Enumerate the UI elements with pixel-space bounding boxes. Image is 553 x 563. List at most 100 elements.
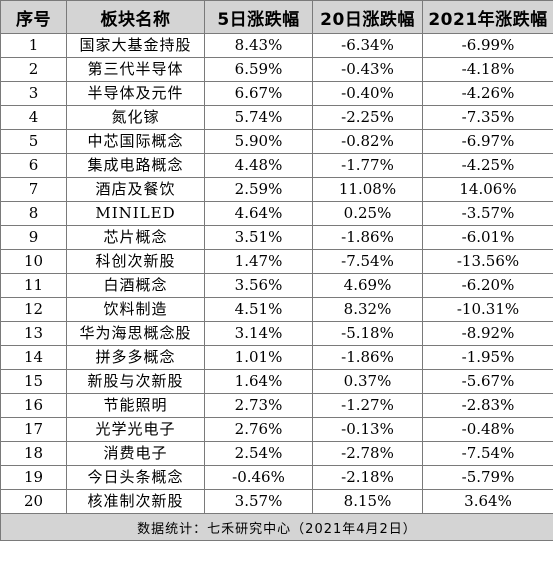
header-ytd-change: 2021年涨跌幅 [422, 0, 553, 34]
table-row: 6 集成电路概念 4.48% -1.77% -4.25% [0, 153, 553, 178]
cell-sector-name: MINILED [66, 201, 205, 226]
cell-ytd-change: -13.56% [422, 249, 553, 274]
table-row: 18 消费电子 2.54% -2.78% -7.54% [0, 441, 553, 466]
table-row: 11 白酒概念 3.56% 4.69% -6.20% [0, 273, 553, 298]
cell-5d-change: 4.64% [204, 201, 313, 226]
cell-ytd-change: -4.18% [422, 57, 553, 82]
table-row: 4 氮化镓 5.74% -2.25% -7.35% [0, 105, 553, 130]
cell-index: 11 [0, 273, 67, 298]
cell-ytd-change: -6.99% [422, 33, 553, 58]
table-row: 20 核准制次新股 3.57% 8.15% 3.64% [0, 489, 553, 514]
cell-5d-change: 2.54% [204, 441, 313, 466]
cell-sector-name: 第三代半导体 [66, 57, 205, 82]
cell-5d-change: 4.51% [204, 297, 313, 322]
cell-sector-name: 半导体及元件 [66, 81, 205, 106]
cell-index: 1 [0, 33, 67, 58]
cell-20d-change: -0.43% [312, 57, 423, 82]
cell-index: 6 [0, 153, 67, 178]
table-row: 12 饮料制造 4.51% 8.32% -10.31% [0, 297, 553, 322]
cell-20d-change: 8.32% [312, 297, 423, 322]
table-row: 9 芯片概念 3.51% -1.86% -6.01% [0, 225, 553, 250]
cell-20d-change: 8.15% [312, 489, 423, 514]
cell-index: 16 [0, 393, 67, 418]
cell-ytd-change: -0.48% [422, 417, 553, 442]
footer-row: 数据统计：七禾研究中心（2021年4月2日） [0, 513, 553, 541]
cell-sector-name: 饮料制造 [66, 297, 205, 322]
cell-5d-change: 2.59% [204, 177, 313, 202]
cell-20d-change: -6.34% [312, 33, 423, 58]
table-row: 7 酒店及餐饮 2.59% 11.08% 14.06% [0, 177, 553, 202]
cell-5d-change: 1.64% [204, 369, 313, 394]
table-row: 3 半导体及元件 6.67% -0.40% -4.26% [0, 81, 553, 106]
cell-index: 20 [0, 489, 67, 514]
cell-sector-name: 消费电子 [66, 441, 205, 466]
cell-20d-change: -1.77% [312, 153, 423, 178]
table-row: 2 第三代半导体 6.59% -0.43% -4.18% [0, 57, 553, 82]
cell-5d-change: -0.46% [204, 465, 313, 490]
cell-index: 7 [0, 177, 67, 202]
cell-20d-change: -0.13% [312, 417, 423, 442]
cell-index: 8 [0, 201, 67, 226]
cell-ytd-change: -5.79% [422, 465, 553, 490]
cell-sector-name: 氮化镓 [66, 105, 205, 130]
cell-ytd-change: -6.01% [422, 225, 553, 250]
cell-ytd-change: -2.83% [422, 393, 553, 418]
cell-sector-name: 华为海思概念股 [66, 321, 205, 346]
table-row: 13 华为海思概念股 3.14% -5.18% -8.92% [0, 321, 553, 346]
cell-5d-change: 3.14% [204, 321, 313, 346]
cell-20d-change: -1.86% [312, 225, 423, 250]
cell-5d-change: 4.48% [204, 153, 313, 178]
cell-sector-name: 今日头条概念 [66, 465, 205, 490]
cell-20d-change: 11.08% [312, 177, 423, 202]
table-row: 17 光学光电子 2.76% -0.13% -0.48% [0, 417, 553, 442]
cell-sector-name: 光学光电子 [66, 417, 205, 442]
cell-index: 10 [0, 249, 67, 274]
data-source-note: 数据统计：七禾研究中心（2021年4月2日） [0, 513, 553, 541]
cell-5d-change: 6.59% [204, 57, 313, 82]
cell-20d-change: 0.25% [312, 201, 423, 226]
cell-5d-change: 2.76% [204, 417, 313, 442]
cell-5d-change: 6.67% [204, 81, 313, 106]
table-row: 1 国家大基金持股 8.43% -6.34% -6.99% [0, 33, 553, 58]
cell-5d-change: 5.90% [204, 129, 313, 154]
cell-index: 15 [0, 369, 67, 394]
cell-sector-name: 科创次新股 [66, 249, 205, 274]
header-index: 序号 [0, 0, 67, 34]
table-row: 10 科创次新股 1.47% -7.54% -13.56% [0, 249, 553, 274]
cell-5d-change: 3.57% [204, 489, 313, 514]
cell-sector-name: 中芯国际概念 [66, 129, 205, 154]
table-body: 1 国家大基金持股 8.43% -6.34% -6.99% 2 第三代半导体 6.59% -0.… [0, 33, 553, 514]
cell-sector-name: 节能照明 [66, 393, 205, 418]
cell-20d-change: -0.40% [312, 81, 423, 106]
cell-index: 12 [0, 297, 67, 322]
cell-index: 18 [0, 441, 67, 466]
header-20d-change: 20日涨跌幅 [312, 0, 423, 34]
cell-sector-name: 芯片概念 [66, 225, 205, 250]
cell-sector-name: 国家大基金持股 [66, 33, 205, 58]
cell-20d-change: -2.18% [312, 465, 423, 490]
cell-sector-name: 拼多多概念 [66, 345, 205, 370]
cell-ytd-change: 14.06% [422, 177, 553, 202]
header-sector-name: 板块名称 [66, 0, 205, 34]
header-row: 序号 板块名称 5日涨跌幅 20日涨跌幅 2021年涨跌幅 [0, 0, 553, 34]
cell-20d-change: -7.54% [312, 249, 423, 274]
cell-ytd-change: -7.35% [422, 105, 553, 130]
cell-20d-change: -5.18% [312, 321, 423, 346]
cell-index: 9 [0, 225, 67, 250]
cell-5d-change: 3.51% [204, 225, 313, 250]
cell-5d-change: 1.01% [204, 345, 313, 370]
cell-ytd-change: -1.95% [422, 345, 553, 370]
cell-5d-change: 3.56% [204, 273, 313, 298]
cell-ytd-change: -4.25% [422, 153, 553, 178]
cell-ytd-change: -7.54% [422, 441, 553, 466]
cell-ytd-change: -8.92% [422, 321, 553, 346]
table-row: 5 中芯国际概念 5.90% -0.82% -6.97% [0, 129, 553, 154]
cell-20d-change: -1.86% [312, 345, 423, 370]
table-row: 8 MINILED 4.64% 0.25% -3.57% [0, 201, 553, 226]
cell-20d-change: -1.27% [312, 393, 423, 418]
header-5d-change: 5日涨跌幅 [204, 0, 313, 34]
sector-performance-table: 序号 板块名称 5日涨跌幅 20日涨跌幅 2021年涨跌幅 1 国家大基金持股 8.… [0, 0, 553, 541]
cell-index: 5 [0, 129, 67, 154]
cell-ytd-change: -5.67% [422, 369, 553, 394]
cell-index: 13 [0, 321, 67, 346]
